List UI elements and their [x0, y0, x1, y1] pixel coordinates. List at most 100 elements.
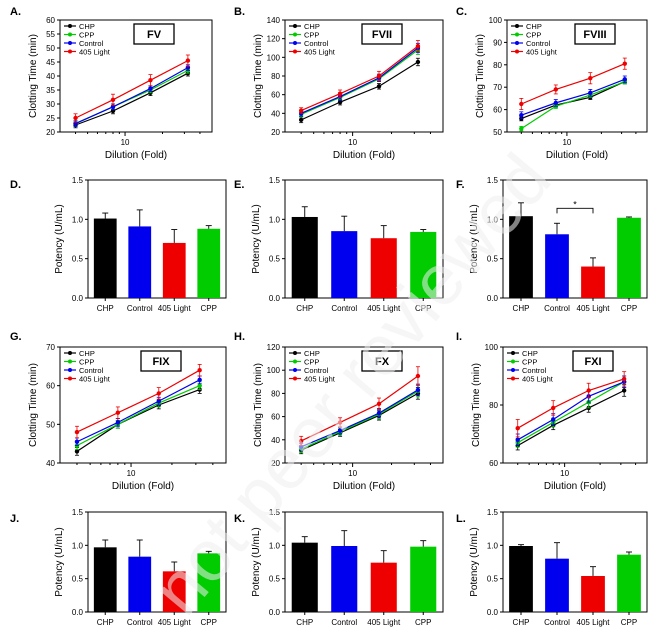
bar: [93, 218, 117, 298]
panel-letter: K.: [234, 513, 245, 525]
series-line: [517, 381, 625, 441]
x-tick-label: Control: [331, 618, 357, 627]
panel-letter: I.: [456, 331, 462, 343]
title-frame: [574, 23, 616, 45]
series-cpp: [515, 375, 627, 448]
y-tick-label: 80: [271, 72, 280, 81]
y-tick-label: 120: [267, 35, 281, 44]
x-tick-label: CHP: [97, 618, 114, 627]
x-tick-label: CPP: [201, 618, 217, 627]
plot-frame: [502, 179, 648, 299]
series-line: [300, 49, 419, 115]
data-point: [588, 90, 593, 96]
series-line: [300, 389, 419, 448]
data-point: [148, 78, 153, 83]
y-tick-label: 1.0: [72, 541, 84, 550]
series-control: [73, 64, 191, 127]
x-tick-label: CPP: [415, 618, 431, 627]
y-tick-label: 70: [493, 83, 502, 92]
x-tick-label: CHP: [296, 618, 313, 627]
bar-group-control: Control: [331, 530, 358, 627]
panel-e: E. 0.0 0.5 1.0 1.5 Potency (U/mL) CHP Control 40…: [234, 176, 444, 313]
data-point: [110, 97, 116, 103]
bar-group-chp: CHP: [93, 212, 117, 313]
data-point: [621, 376, 627, 382]
legend-label: CHP: [522, 349, 538, 358]
panel-i: I. 60 80 100 Clotting Time (min) 10 Dilution (…: [456, 331, 648, 492]
y-tick-label: 1.0: [487, 541, 499, 550]
data-point: [553, 100, 559, 106]
x-tick-label: 10: [348, 138, 357, 147]
legend-label: Control: [522, 366, 547, 375]
y-tick-label: 20: [46, 128, 55, 137]
legend-label: CHP: [526, 22, 542, 31]
bar-group-405-light: 405 Light: [577, 257, 610, 313]
legend-swatch-marker: [68, 24, 72, 28]
y-tick-label: 20: [271, 459, 280, 468]
series-line: [76, 385, 200, 447]
legend-swatch-marker: [511, 376, 515, 381]
y-tick-label: 70: [46, 343, 55, 352]
bar-group-control: Control: [331, 215, 358, 313]
data-point: [588, 76, 593, 81]
y-tick-label: 80: [493, 61, 502, 70]
series-control: [74, 375, 202, 447]
data-point: [551, 417, 556, 422]
series-line: [521, 63, 626, 105]
x-tick-label: CPP: [415, 304, 431, 313]
y-tick-label: 1.0: [72, 215, 84, 224]
panel-h: H. 20 40 60 80 100 120 Clotting Time (min) 10 Dil…: [234, 331, 444, 492]
legend-swatch-marker: [515, 41, 519, 45]
bracket-line: [556, 207, 594, 214]
legend-swatch-marker: [515, 24, 519, 28]
y-axis-label: Clotting Time (min): [471, 363, 482, 447]
y-tick-label: 1.0: [269, 215, 281, 224]
y-axis-label: Potency (U/mL): [251, 527, 262, 596]
bar-group-405-light: 405 Light: [367, 550, 401, 627]
y-tick-label: 60: [489, 459, 498, 468]
series-line: [300, 47, 419, 114]
data-point: [519, 126, 524, 131]
data-point: [197, 377, 202, 383]
bar-group-chp: CHP: [291, 206, 318, 313]
y-axis-label: Clotting Time (min): [28, 363, 39, 447]
chart-title: FXI: [584, 356, 601, 368]
series-line: [300, 45, 419, 112]
data-point: [415, 373, 421, 379]
y-tick-label: 1.5: [487, 176, 499, 185]
x-axis-label: Dilution (Fold): [333, 150, 395, 161]
plot-frame: [284, 179, 444, 299]
x-tick-label: 10: [121, 138, 130, 147]
y-tick-label: 120: [267, 343, 281, 352]
series-line: [521, 78, 626, 116]
bar-group-cpp: CPP: [410, 229, 437, 313]
data-point: [197, 383, 202, 388]
series-405-light: [298, 40, 421, 114]
data-point: [519, 113, 524, 118]
plot-frame: [87, 179, 227, 299]
chart-title-box: FVII: [361, 23, 403, 45]
bar: [370, 238, 397, 298]
bar: [509, 216, 533, 298]
data-point: [586, 388, 591, 393]
bar: [291, 216, 318, 298]
chart-title: FIX: [152, 356, 170, 368]
legend-label: CHP: [79, 349, 95, 358]
y-tick-label: 60: [271, 91, 280, 100]
panel-letter: J.: [10, 513, 19, 525]
y-tick-label: 0.5: [269, 575, 281, 584]
bar-group-cpp: CPP: [617, 216, 641, 313]
bar-group-405-light: 405 Light: [577, 566, 610, 627]
series-chp: [74, 385, 202, 456]
bar: [331, 546, 358, 612]
y-tick-label: 1.0: [487, 215, 499, 224]
bar: [128, 556, 152, 612]
bar: [331, 231, 358, 298]
legend-swatch-marker: [68, 368, 72, 372]
data-point: [185, 58, 191, 63]
series-line: [76, 379, 200, 443]
data-point: [156, 398, 161, 404]
